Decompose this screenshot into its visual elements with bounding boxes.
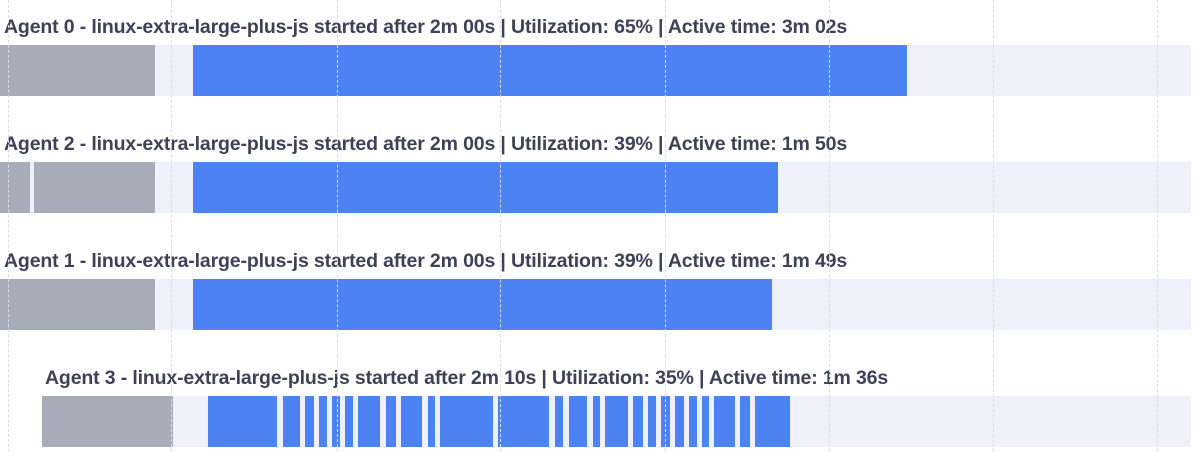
bar-segment-active[interactable] [332, 396, 340, 447]
bar-segment-waiting[interactable] [0, 279, 155, 330]
bar-segment-waiting[interactable] [0, 162, 30, 213]
agent-row-label: Agent 0 - linux-extra-large-plus-js star… [4, 16, 848, 38]
bar-segment-active[interactable] [345, 396, 353, 447]
agent-row-label: Agent 1 - linux-extra-large-plus-js star… [4, 250, 848, 272]
bar-segment-active[interactable] [193, 45, 907, 96]
bar-segment-waiting[interactable] [34, 162, 155, 213]
agent-row-label: Agent 2 - linux-extra-large-plus-js star… [4, 133, 848, 155]
agent-bar-track[interactable] [42, 396, 1191, 447]
bar-segment-active[interactable] [386, 396, 396, 447]
agent-bar-track[interactable] [0, 279, 1191, 330]
bar-segment-active[interactable] [633, 396, 643, 447]
bar-segment-active[interactable] [283, 396, 300, 447]
bar-segment-waiting[interactable] [0, 45, 155, 96]
bar-segment-active[interactable] [605, 396, 628, 447]
bar-segment-active[interactable] [428, 396, 435, 447]
bar-segment-active[interactable] [648, 396, 656, 447]
agent-bar-track[interactable] [0, 45, 1191, 96]
bar-segment-active[interactable] [675, 396, 684, 447]
bar-segment-active[interactable] [193, 279, 772, 330]
bar-segment-active[interactable] [498, 396, 549, 447]
bar-segment-waiting[interactable] [42, 396, 173, 447]
bar-segment-active[interactable] [740, 396, 750, 447]
bar-segment-active[interactable] [401, 396, 422, 447]
bar-segment-active[interactable] [714, 396, 735, 447]
agent-bar-track[interactable] [0, 162, 1191, 213]
bar-segment-active[interactable] [305, 396, 314, 447]
agent-row-label: Agent 3 - linux-extra-large-plus-js star… [45, 367, 889, 389]
bar-segment-active[interactable] [593, 396, 600, 447]
bar-segment-active[interactable] [358, 396, 380, 447]
bar-segment-active[interactable] [208, 396, 277, 447]
bar-segment-active[interactable] [702, 396, 709, 447]
bar-segment-active[interactable] [193, 162, 778, 213]
bar-segment-active[interactable] [755, 396, 790, 447]
bar-segment-active[interactable] [555, 396, 563, 447]
bar-segment-active[interactable] [689, 396, 697, 447]
bar-segment-active[interactable] [661, 396, 670, 447]
bar-segment-active[interactable] [440, 396, 493, 447]
bar-segment-active[interactable] [569, 396, 587, 447]
bar-segment-active[interactable] [319, 396, 327, 447]
